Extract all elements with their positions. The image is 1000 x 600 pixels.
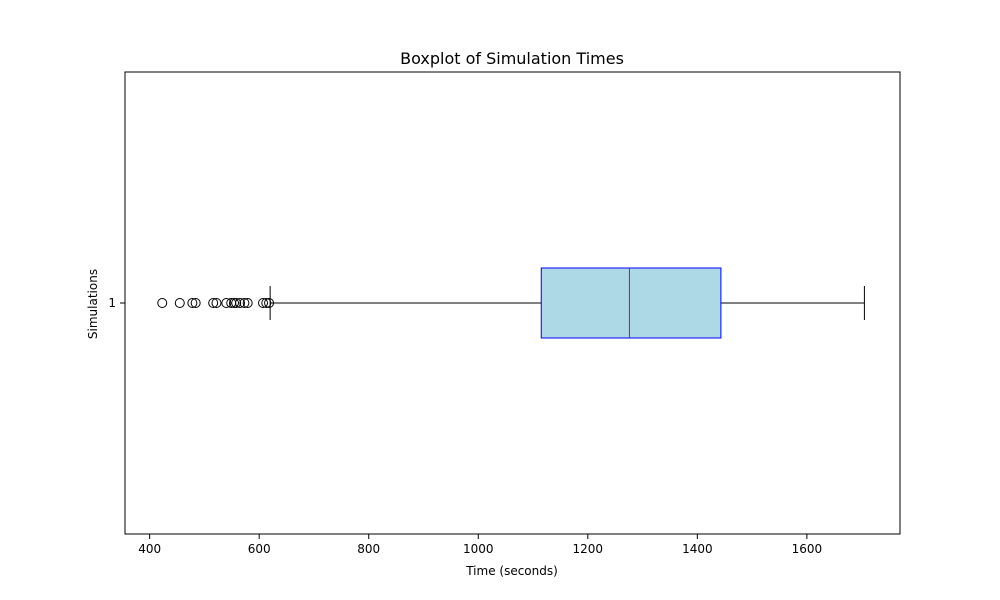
outlier-point [264, 298, 275, 308]
outlier-point [239, 298, 250, 308]
y-axis-label: Simulations [86, 269, 100, 339]
chart-title: Boxplot of Simulation Times [400, 49, 624, 68]
outlier-point [208, 298, 219, 308]
outlier-point [235, 298, 246, 308]
outlier-point [258, 298, 269, 308]
outlier-point [221, 298, 232, 308]
outlier-point [157, 298, 168, 308]
outlier-point [190, 298, 201, 308]
x-tick-label: 1600 [792, 542, 823, 556]
outlier-point [228, 298, 239, 308]
x-tick-label: 800 [357, 542, 380, 556]
outlier-point [231, 298, 242, 308]
outliers [157, 298, 275, 308]
x-axis-label: Time (seconds) [465, 564, 558, 578]
x-tick-label: 1400 [682, 542, 713, 556]
y-tick-label: 1 [108, 296, 116, 310]
x-tick-label: 600 [248, 542, 271, 556]
x-tick-label: 400 [138, 542, 161, 556]
outlier-point [187, 298, 198, 308]
x-tick-label: 1200 [573, 542, 604, 556]
outlier-point [211, 298, 222, 308]
box-series [269, 267, 865, 339]
iqr-box [540, 267, 722, 339]
x-tick-label: 1000 [463, 542, 494, 556]
y-axis: 1 [108, 296, 125, 310]
outlier-point [242, 298, 253, 308]
outlier-point [261, 298, 272, 308]
outlier-point [174, 298, 185, 308]
x-axis: 400 600 800 1000 1200 1400 1600 [138, 534, 822, 556]
